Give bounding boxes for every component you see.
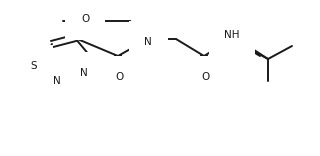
Text: S: S	[31, 61, 37, 71]
Text: N: N	[144, 37, 152, 47]
Text: NH: NH	[224, 30, 240, 40]
Text: N: N	[80, 68, 88, 78]
Text: O: O	[116, 72, 124, 82]
Text: O: O	[202, 72, 210, 82]
Text: O: O	[81, 14, 89, 24]
Text: N: N	[53, 76, 61, 86]
